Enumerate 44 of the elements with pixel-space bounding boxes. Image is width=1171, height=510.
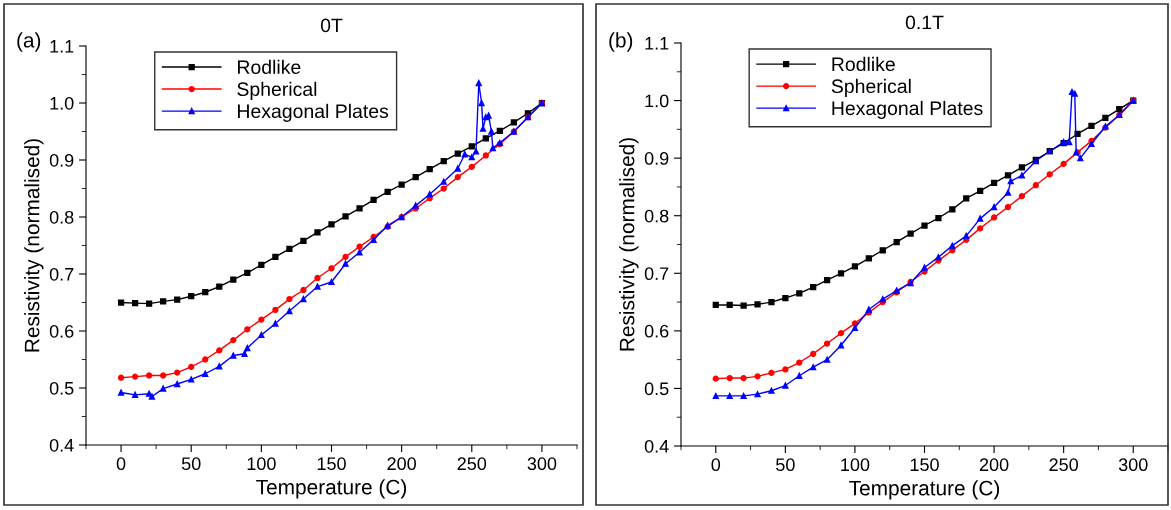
chart-title: 0.1T — [905, 15, 944, 30]
y-tick-label: 0.8 — [644, 209, 669, 223]
x-tick-label: 150 — [910, 458, 939, 472]
y-tick-label: 1.1 — [50, 40, 74, 53]
y-tick-label: 0.4 — [49, 438, 74, 452]
x-tick-label: 50 — [181, 457, 201, 471]
chart-title: 0T — [320, 18, 343, 33]
y-tick-label: 0.5 — [644, 382, 669, 396]
legend-label: Spherical — [831, 78, 911, 97]
legend-label: Hexagonal Plates — [832, 100, 983, 119]
x-tick-label: 100 — [247, 457, 276, 471]
x-tick-label: 200 — [387, 457, 416, 471]
x-tick-label: 300 — [527, 457, 557, 471]
legend-label: Spherical — [237, 81, 317, 100]
x-tick-label: 250 — [1049, 458, 1078, 472]
x-tick-label: 100 — [841, 458, 870, 472]
y-tick-label: 1.0 — [50, 96, 74, 110]
y-tick-label: 0.7 — [49, 267, 74, 281]
y-tick-label: 0.6 — [644, 324, 669, 338]
legend-label: Rodlike — [832, 56, 895, 72]
x-tick-label: 0 — [711, 458, 721, 472]
x-axis-title: Temperature (C) — [849, 480, 1000, 500]
y-tick-label: 0.4 — [644, 439, 669, 453]
y-tick-label: 1.1 — [645, 37, 669, 50]
y-tick-label: 0.5 — [49, 381, 74, 395]
y-tick-label: 1.0 — [645, 94, 669, 108]
y-tick-label: 0.6 — [49, 324, 74, 338]
legend-label: Rodlike — [238, 59, 301, 75]
y-axis-title: Resistivity (normalised) — [24, 139, 44, 352]
x-tick-label: 300 — [1118, 458, 1148, 472]
y-tick-label: 0.7 — [644, 267, 669, 281]
x-tick-label: 150 — [317, 457, 346, 471]
text: (a) — [17, 32, 41, 52]
x-tick-label: 200 — [979, 458, 1009, 472]
x-tick-label: 0 — [116, 457, 126, 471]
y-axis-title: Resistivity (normalised) — [619, 138, 639, 351]
y-tick-label: 0.8 — [49, 210, 74, 224]
y-tick-label: 0.9 — [644, 152, 669, 165]
y-tick-label: 0.9 — [49, 153, 74, 167]
text: (b) — [609, 32, 633, 52]
x-tick-label: 50 — [776, 458, 795, 472]
legend-label: Hexagonal Plates — [238, 103, 389, 122]
x-tick-label: 250 — [457, 457, 487, 471]
x-axis-title: Temperature (C) — [256, 479, 407, 499]
